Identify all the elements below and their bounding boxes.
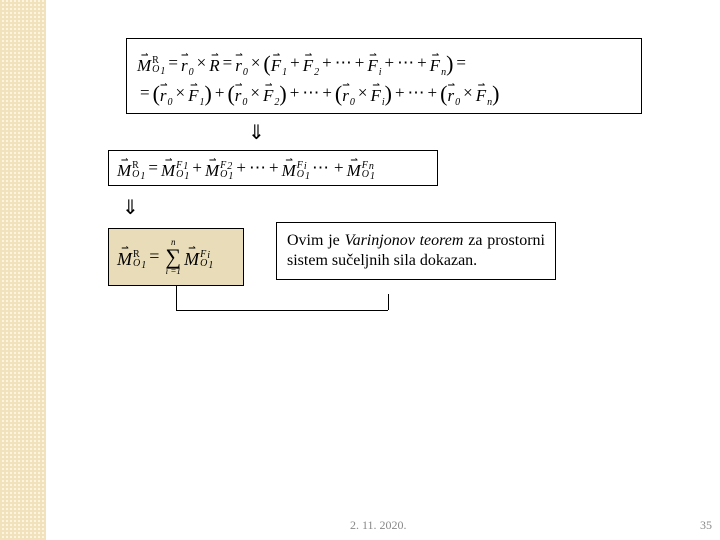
footer-page-number: 35 <box>700 518 712 533</box>
equation-line-1: ⇀M RO1 = ⇀r0 × ⇀R = ⇀r0 × ( ⇀F1 + ⇀F2 +⋯… <box>137 50 469 76</box>
left-pattern-stripe <box>0 0 46 540</box>
note-text-italic: Varinjonov teorem <box>345 232 464 249</box>
connector-line <box>176 310 388 311</box>
equation-box-moments: ⇀M RO1 = ⇀M F1O1 + ⇀M F2O1 +⋯+ ⇀M FiO1 ⋯… <box>108 150 438 186</box>
note-text-prefix: Ovim je <box>287 232 345 249</box>
equation-box-result: ⇀M RO1 = n ∑ i =1 ⇀M FiO1 <box>108 228 244 286</box>
connector-line <box>176 286 177 310</box>
footer-date: 2. 11. 2020. <box>350 518 407 533</box>
equation-moments: ⇀M RO1 = ⇀M F1O1 + ⇀M F2O1 +⋯+ ⇀M FiO1 ⋯… <box>117 157 375 179</box>
double-arrow-icon: ⇓ <box>248 120 265 145</box>
equation-result: ⇀M RO1 = n ∑ i =1 ⇀M FiO1 <box>117 238 213 276</box>
double-arrow-icon: ⇓ <box>122 195 139 220</box>
connector-line <box>388 294 389 310</box>
theorem-note: Ovim je Varinjonov teorem za prostorni s… <box>276 222 556 280</box>
equation-line-2: = ( ⇀r0 × ⇀F1 ) + ( ⇀r0 × ⇀F2 ) +⋯+ ( ⇀r… <box>137 80 499 106</box>
equation-box-main: ⇀M RO1 = ⇀r0 × ⇀R = ⇀r0 × ( ⇀F1 + ⇀F2 +⋯… <box>126 38 642 114</box>
